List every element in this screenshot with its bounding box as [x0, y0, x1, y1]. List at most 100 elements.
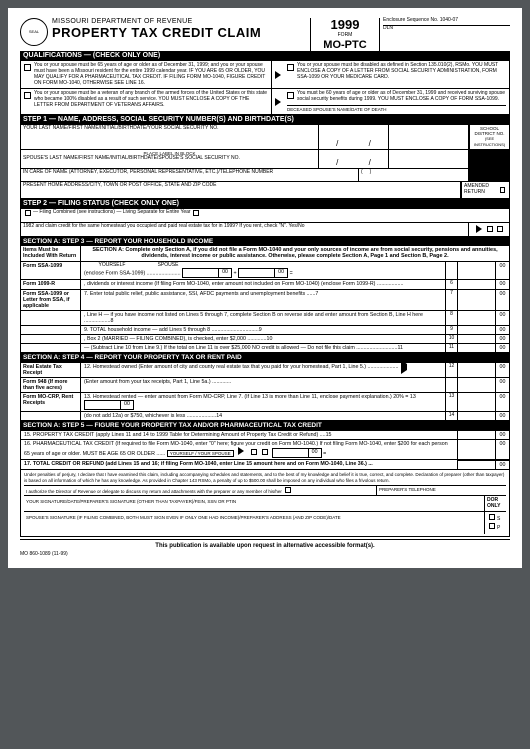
spouse-sig-label: SPOUSE'S SIGNATURE (IF FILING COMBINED, … [24, 512, 484, 534]
cents: 00 [495, 335, 509, 343]
your-sig-label: YOUR SIGNATURE/DATE/PREPARER'S SIGNATURE… [24, 496, 484, 512]
no-checkbox[interactable] [497, 226, 503, 232]
qual-text-3: You or your spouse must be disabled as d… [297, 63, 506, 86]
s-checkbox[interactable] [489, 514, 495, 520]
filing-combined-checkbox[interactable] [25, 210, 31, 216]
state-seal-icon: SEAL [20, 18, 48, 46]
telephone-field[interactable]: ( ) [359, 169, 469, 182]
signature-area: Under penalties of perjury, I declare th… [20, 470, 510, 537]
cents: 00 [495, 326, 509, 334]
authorize-checkbox[interactable] [285, 487, 291, 493]
cents: 00 [495, 280, 509, 288]
school-dist-label: SCHOOL DISTRICT NO. (SEE INSTRUCTIONS) [469, 125, 509, 149]
spouse-birthdate-field[interactable]: // [319, 150, 389, 168]
yes-checkbox[interactable] [487, 226, 493, 232]
section-a-instr: SECTION A: Complete only Section A, if y… [81, 246, 509, 261]
qual-checkbox-1[interactable] [24, 64, 31, 71]
amount-field[interactable] [458, 262, 495, 280]
step1-bar: STEP 1 — NAME, ADDRESS, SOCIAL SECURITY … [20, 115, 510, 125]
row-left [21, 326, 81, 334]
line-num: 6 [445, 280, 457, 288]
amount-field[interactable] [458, 412, 495, 420]
spouse-ssn-field[interactable] [389, 150, 469, 168]
spouse-checkbox[interactable] [262, 449, 268, 455]
pct-box[interactable]: 00 [84, 400, 134, 410]
dln-label: DLN [383, 26, 510, 32]
step2-text: — Filing Combined (see instructions) — L… [33, 210, 191, 216]
authorize-text: I authorize the Director of Revenue or d… [26, 489, 282, 494]
spouse-name-label: SPOUSE'S LAST NAME/FIRST NAME/INITIAL/BI… [23, 156, 316, 162]
cents: 00 [495, 311, 509, 325]
amount-field[interactable] [458, 280, 495, 288]
line17: 17. TOTAL CREDIT OR REFUND (add Lines 15… [21, 460, 457, 469]
row-left: Real Estate Tax Receipt [21, 363, 81, 377]
p-label: P [497, 525, 500, 531]
row-body: , dividends or interest income (If filin… [81, 280, 445, 288]
triangle-icon [238, 447, 244, 455]
amount-field[interactable] [458, 431, 495, 439]
triangle-icon [275, 98, 281, 106]
row-left [21, 344, 81, 352]
amount-field[interactable] [458, 344, 495, 352]
header: SEAL MISSOURI DEPARTMENT OF REVENUE PROP… [20, 18, 510, 51]
amount-field[interactable] [458, 363, 495, 377]
line-num [445, 378, 457, 392]
address-label: PRESENT HOME ADDRESS/CITY, TOWN OR POST … [21, 182, 461, 198]
cents: 00 [495, 344, 509, 352]
qual-checkbox-2[interactable] [24, 92, 31, 99]
line16-amt[interactable]: 00 [272, 448, 322, 458]
row-body: 9. TOTAL household income — add Lines 5 … [81, 326, 445, 334]
row-body: 7. Enter total public relief, public ass… [81, 290, 445, 310]
cents: 00 [495, 262, 509, 280]
row-left: Form SSA-1099 [21, 262, 81, 280]
yourself-checkbox[interactable] [251, 449, 257, 455]
qual-checkbox-3[interactable] [287, 64, 294, 71]
row-body: (Enter amount from your tax receipts, Pa… [81, 378, 445, 392]
amount-field[interactable] [458, 378, 495, 392]
row-body: , Box 2 (MARRIED — FILING COMBINED), is … [81, 335, 445, 343]
form-code: MO-PTC [311, 39, 379, 52]
cents: 00 [495, 363, 509, 377]
triangle-icon [275, 71, 281, 79]
ys-label-box: YOURSELF / YOUR SPOUSE [167, 450, 234, 457]
plus-icon: + [234, 271, 237, 277]
cents: 00 [495, 461, 509, 469]
amount-field[interactable] [458, 311, 495, 325]
yourself-amt[interactable]: 00 [182, 268, 232, 278]
row-body: , Line H — if you have income not listed… [81, 311, 445, 325]
row-body: 12. Homestead owned (Enter amount of cit… [84, 364, 398, 370]
line-num: 13 [445, 393, 457, 411]
p-checkbox[interactable] [489, 523, 495, 529]
spouse-amt[interactable]: 00 [238, 268, 288, 278]
amount-field[interactable] [458, 393, 495, 411]
row-body: — (Subtract Line 10 from Line 9.) If the… [81, 344, 445, 352]
line-num: 8 [445, 311, 457, 325]
s-label: S [497, 516, 500, 522]
amended-checkbox[interactable] [500, 187, 505, 193]
row-left [21, 335, 81, 343]
line-num: 12 [445, 363, 457, 377]
row-left [21, 311, 81, 325]
step4-bar: SECTION A: STEP 4 — REPORT YOUR PROPERTY… [20, 353, 510, 362]
amended-return-box: AMENDED RETURN [461, 182, 509, 198]
perjury-text: Under penalties of perjury, I declare th… [24, 472, 506, 482]
filing-separate-checkbox[interactable] [193, 210, 199, 216]
ssn-field[interactable] [389, 125, 469, 149]
qual-text-1: You or your spouse must be 65 years of a… [34, 63, 268, 86]
qual-text-4: You must be 60 years of age or older as … [297, 91, 506, 103]
amount-field[interactable] [458, 326, 495, 334]
qual-checkbox-4[interactable] [287, 92, 294, 99]
cents: 00 [495, 431, 509, 439]
row-body: (enclose Form SSA-1099) ................… [84, 271, 181, 277]
birthdate-field[interactable]: // [319, 125, 389, 149]
cents: 00 [495, 440, 509, 460]
amount-field[interactable] [458, 290, 495, 310]
amount-field[interactable] [458, 440, 495, 460]
amount-field[interactable] [458, 335, 495, 343]
deceased-label: DECEASED SPOUSE'S NAME/DATE OF DEATH [287, 105, 506, 112]
qualifications-bar: QUALIFICATIONS — (CHECK ONLY ONE) [20, 51, 510, 61]
amount-field[interactable] [458, 461, 495, 469]
step5-bar: SECTION A: STEP 5 — FIGURE YOUR PROPERTY… [20, 421, 510, 430]
line16: 16. PHARMACEUTICAL TAX CREDIT (If requir… [24, 441, 448, 457]
your-name-label: YOUR LAST NAME/FIRST NAME/INITIAL/BIRTHD… [21, 125, 319, 149]
